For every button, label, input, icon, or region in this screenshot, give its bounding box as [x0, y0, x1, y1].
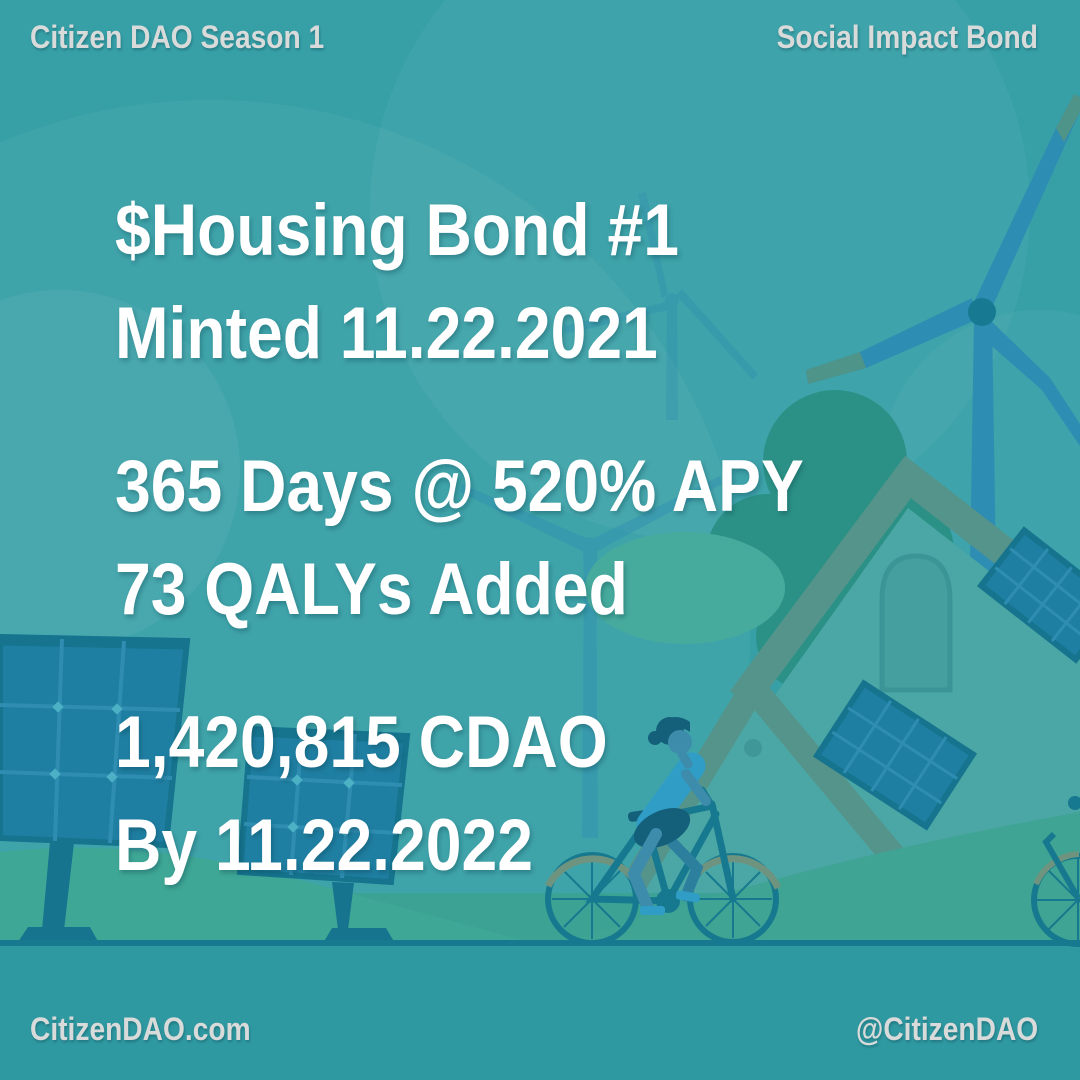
- website-url: CitizenDAO.com: [30, 1011, 251, 1047]
- house-window: [879, 553, 953, 693]
- rooftop-solar-panel-icon: [976, 526, 1080, 664]
- bond-terms-block: 365 Days @ 520% APY 73 QALYs Added: [115, 435, 804, 641]
- solar-panel-icon: [0, 633, 191, 945]
- bicycle-icon: [1031, 796, 1080, 947]
- turbine-hub: [968, 298, 996, 326]
- term-and-apy: 365 Days @ 520% APY: [115, 446, 804, 527]
- turbine-blade-tip: [1056, 94, 1080, 142]
- social-handle: @CitizenDAO: [855, 1011, 1038, 1047]
- bond-details: $Housing Bond #1 Minted 11.22.2021 365 D…: [115, 179, 804, 947]
- distant-wind-turbine-icon: [564, 192, 758, 420]
- turbine-blade-tip: [806, 352, 866, 384]
- bond-title-block: $Housing Bond #1 Minted 11.22.2021: [115, 179, 804, 385]
- footer: CitizenDAO.com @CitizenDAO: [0, 1009, 1080, 1049]
- bond-payout-block: 1,420,815 CDAO By 11.22.2022: [115, 691, 804, 897]
- rooftop-solar-panel-icon: [812, 679, 978, 831]
- ground-line: [0, 940, 1080, 947]
- mint-date: Minted 11.22.2021: [115, 293, 658, 374]
- payout-date: By 11.22.2022: [115, 805, 533, 886]
- bond-type-label: Social Impact Bond: [776, 19, 1038, 55]
- rider: [627, 717, 711, 915]
- solar-panel-icon: [236, 725, 411, 945]
- header: Citizen DAO Season 1 Social Impact Bond: [0, 17, 1080, 57]
- house-vent: [744, 739, 762, 757]
- turbine-blade: [974, 94, 1080, 312]
- bush-icon: [585, 532, 785, 644]
- bond-name: $Housing Bond #1: [115, 190, 679, 271]
- hill-icon: [0, 847, 540, 945]
- cyclist-icon: [544, 717, 782, 946]
- qalys-added: 73 QALYs Added: [115, 549, 628, 630]
- payout-amount: 1,420,815 CDAO: [115, 702, 608, 783]
- footer-band: [0, 946, 1080, 1080]
- turbine-blade: [978, 320, 1080, 446]
- brand-season-label: Citizen DAO Season 1: [30, 19, 325, 55]
